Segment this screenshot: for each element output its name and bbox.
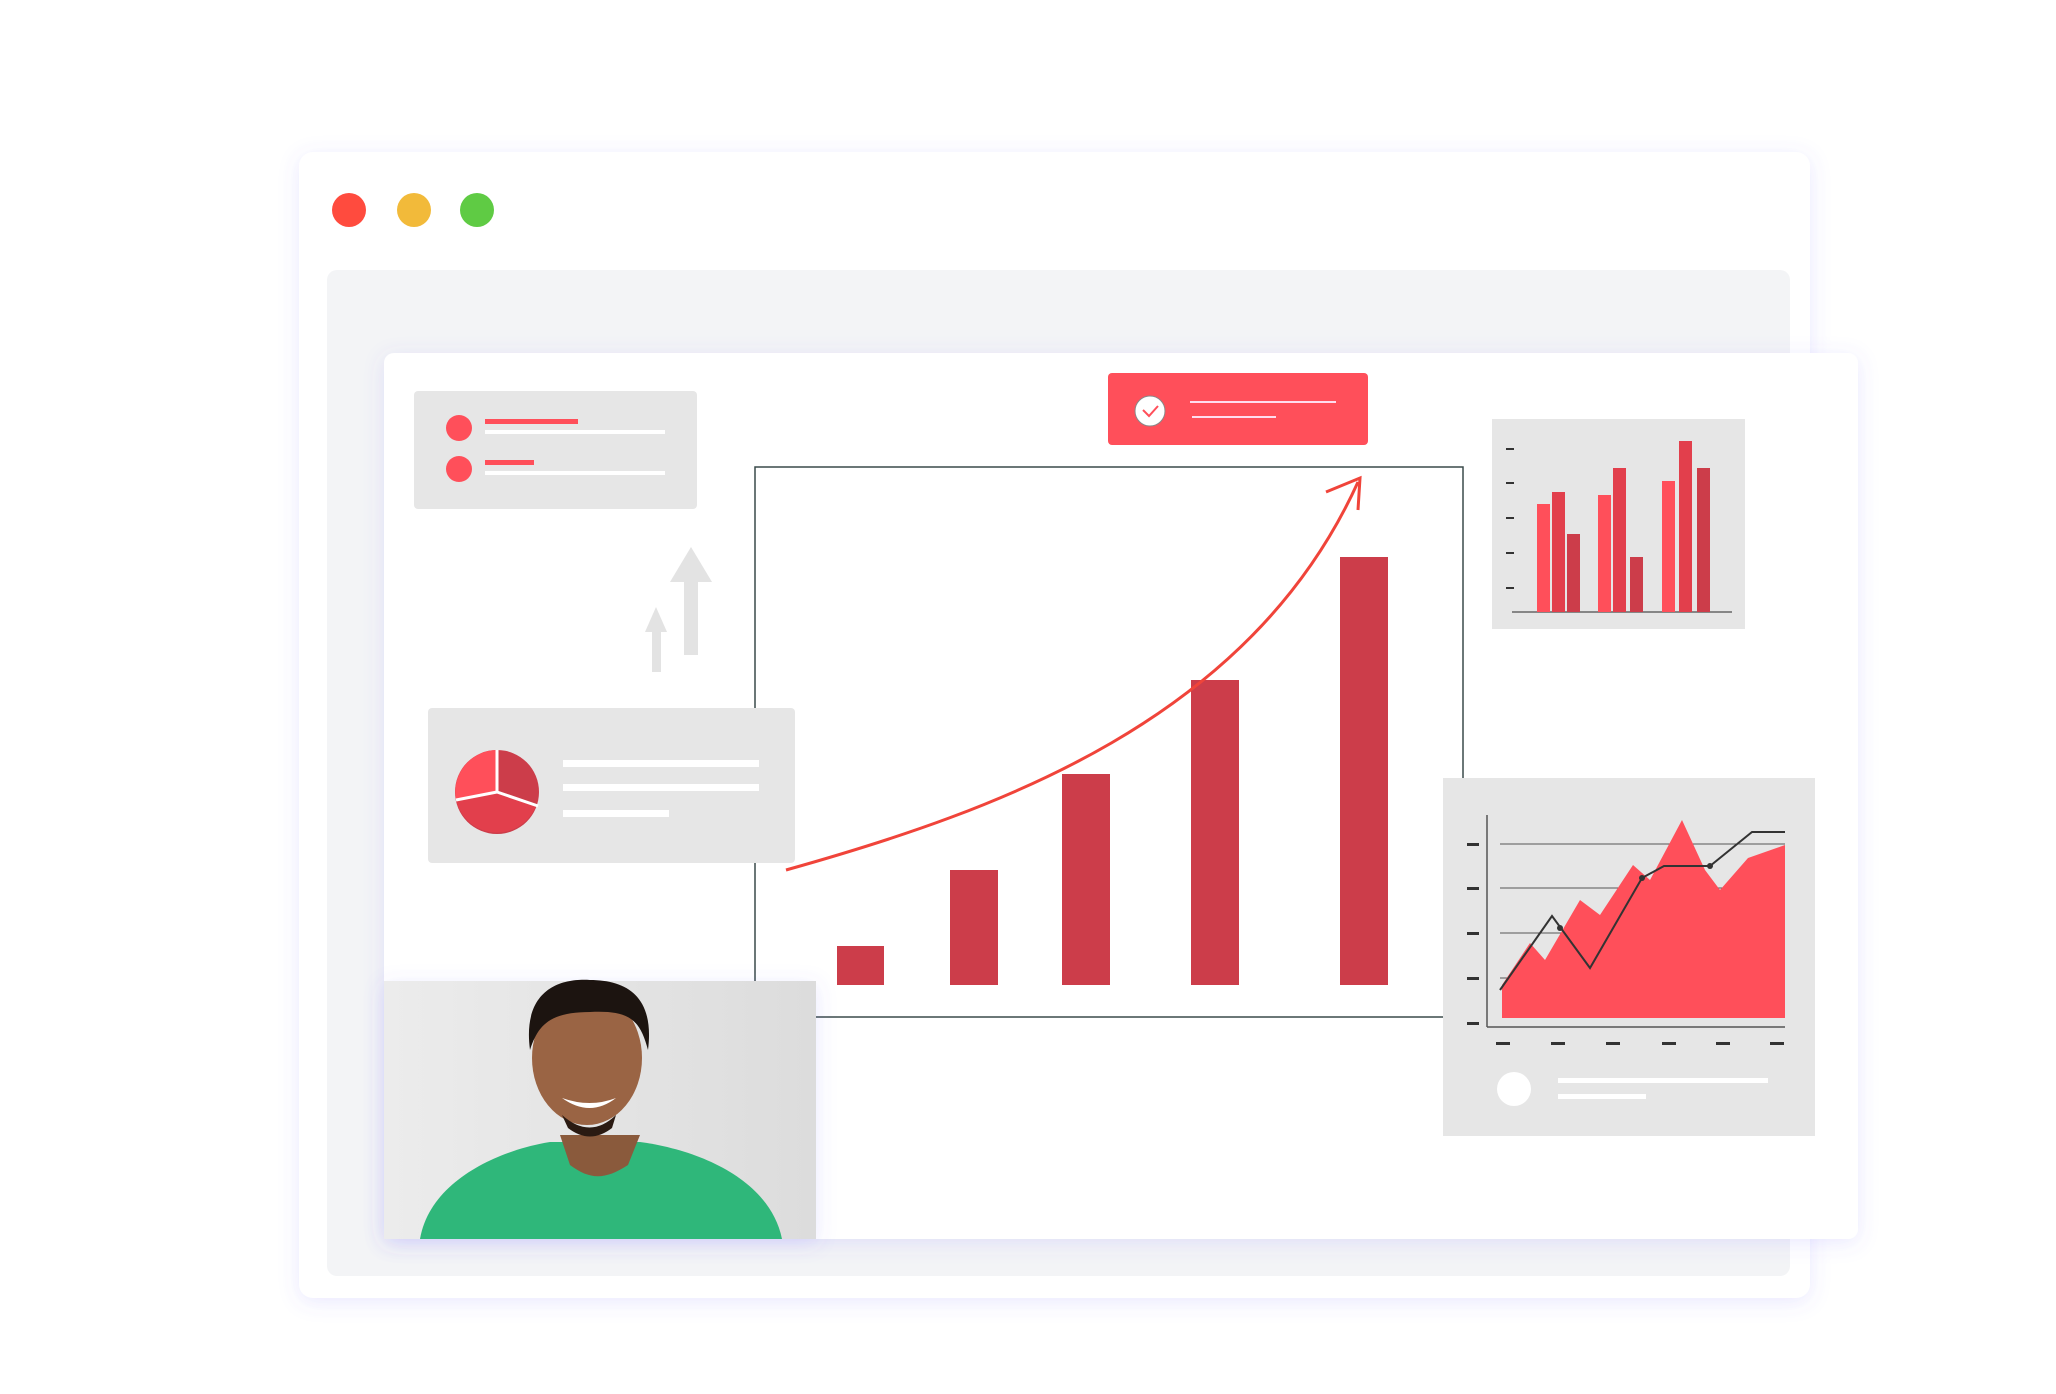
bar [1679, 441, 1692, 612]
check-circle-icon [1134, 395, 1166, 427]
mini-bar-chart-card [1492, 419, 1745, 629]
bar [1191, 680, 1239, 985]
user-photo [384, 979, 816, 1239]
list-bullet [446, 415, 472, 441]
main-bar-chart [754, 466, 1464, 1018]
up-arrows-icon [645, 547, 712, 672]
bar [1598, 495, 1611, 612]
bar [1062, 774, 1110, 985]
minimize-button[interactable] [397, 193, 431, 227]
pie-summary-card [428, 708, 795, 863]
area-chart-card [1443, 778, 1815, 1136]
maximize-button[interactable] [460, 193, 494, 227]
bar [1662, 481, 1675, 612]
bar [837, 946, 884, 985]
bar [950, 870, 998, 985]
area-series [1502, 820, 1785, 1018]
bar [1567, 534, 1580, 612]
success-banner [1108, 373, 1368, 445]
line-series [1499, 831, 1785, 991]
bar [1613, 468, 1626, 612]
list-card [414, 391, 697, 509]
bar [1697, 468, 1710, 612]
bar [1537, 504, 1550, 612]
close-button[interactable] [332, 193, 366, 227]
trend-arrow [785, 481, 1360, 872]
bar [1630, 557, 1643, 612]
bar [1552, 492, 1565, 612]
pie-chart-icon [455, 750, 539, 834]
list-bullet [446, 456, 472, 482]
bar [1340, 557, 1388, 985]
